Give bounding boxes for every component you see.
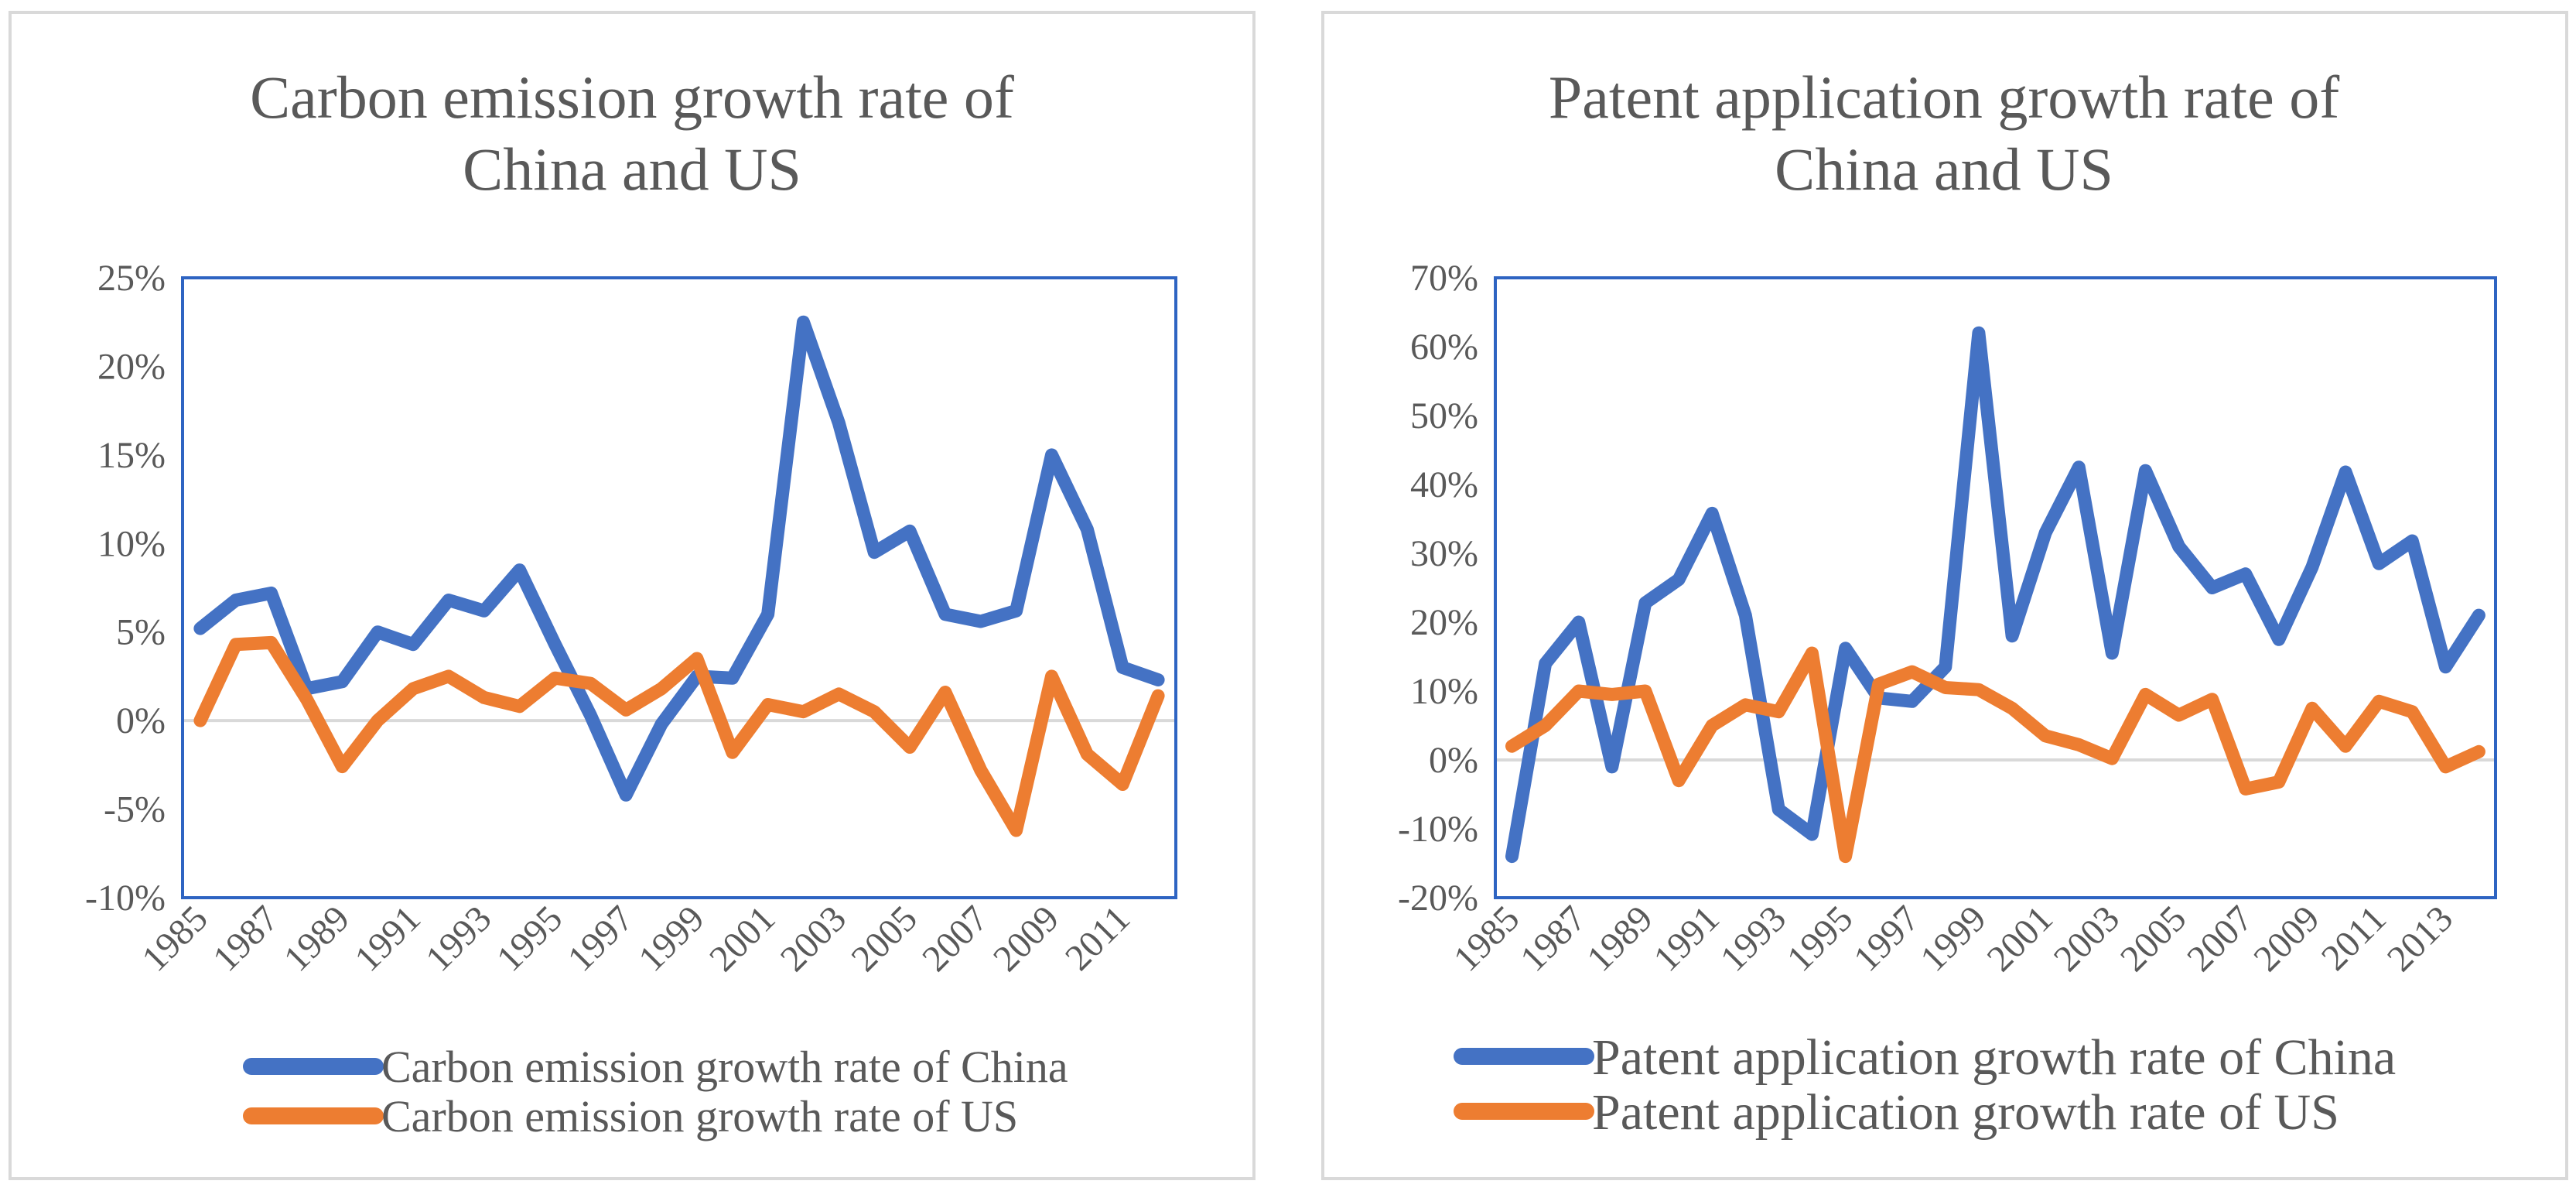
y-tick-label: 60% xyxy=(1410,327,1478,368)
chart-panel-carbon: Carbon emission growth rate of China and… xyxy=(9,11,1256,1180)
legend-entry-us: Carbon emission growth rate of US xyxy=(243,1091,1018,1141)
legend: Carbon emission growth rate of China Car… xyxy=(243,1042,1068,1141)
panel-border xyxy=(9,11,1256,1180)
y-tick-label: 20% xyxy=(97,346,166,387)
chart-panel-patent: Patent application growth rate of China … xyxy=(1321,11,2568,1180)
y-tick-label: 15% xyxy=(97,435,166,476)
legend-label-china: Patent application growth rate of China xyxy=(1592,1029,2396,1086)
y-tick-label: 40% xyxy=(1410,464,1478,505)
y-tick-label: 30% xyxy=(1410,533,1478,574)
series-line-us xyxy=(1505,646,2485,864)
y-tick-label: 70% xyxy=(1410,258,1478,299)
legend-label-us: Patent application growth rate of US xyxy=(1592,1084,2339,1141)
y-tick-label: -10% xyxy=(1398,809,1478,850)
series-line-us xyxy=(193,635,1165,837)
y-tick-label: -5% xyxy=(104,789,166,830)
y-tick-label: 20% xyxy=(1410,602,1478,643)
legend: Patent application growth rate of China … xyxy=(1454,1029,2396,1141)
y-tick-label: 10% xyxy=(1410,671,1478,712)
series-line-china xyxy=(1505,326,2485,864)
y-tick-label: 0% xyxy=(1429,740,1478,781)
y-tick-label: 50% xyxy=(1410,395,1478,436)
y-tick-label: 10% xyxy=(97,523,166,564)
series-lines xyxy=(193,315,1165,837)
chart-title-line-2: China and US xyxy=(463,135,801,203)
legend-label-china: Carbon emission growth rate of China xyxy=(381,1042,1068,1092)
series-lines xyxy=(1505,326,2485,864)
series-line-china xyxy=(193,315,1165,802)
y-tick-label: 0% xyxy=(116,700,166,741)
legend-entry-china: Patent application growth rate of China xyxy=(1454,1029,2396,1086)
plot-area-border xyxy=(181,276,1177,899)
y-tick-label: -20% xyxy=(1398,878,1478,919)
chart-title-line-1: Carbon emission growth rate of xyxy=(250,63,1014,131)
panel-border xyxy=(1321,11,2568,1180)
plot-area-border xyxy=(1494,276,2497,899)
y-axis-tick-labels: -10% -5% 0% 5% 10% 15% 20% 25% xyxy=(85,258,166,919)
chart-title-line-1: Patent application growth rate of xyxy=(1549,63,2339,131)
y-axis-tick-labels: -20% -10% 0% 10% 20% 30% 40% 50% 60% 70% xyxy=(1398,258,1478,919)
y-tick-label: -10% xyxy=(85,878,166,919)
y-tick-label: 5% xyxy=(116,612,166,653)
legend-entry-us: Patent application growth rate of US xyxy=(1454,1084,2339,1141)
legend-label-us: Carbon emission growth rate of US xyxy=(381,1091,1018,1141)
legend-entry-china: Carbon emission growth rate of China xyxy=(243,1042,1068,1092)
chart-title-line-2: China and US xyxy=(1775,135,2113,203)
y-tick-label: 25% xyxy=(97,258,166,299)
